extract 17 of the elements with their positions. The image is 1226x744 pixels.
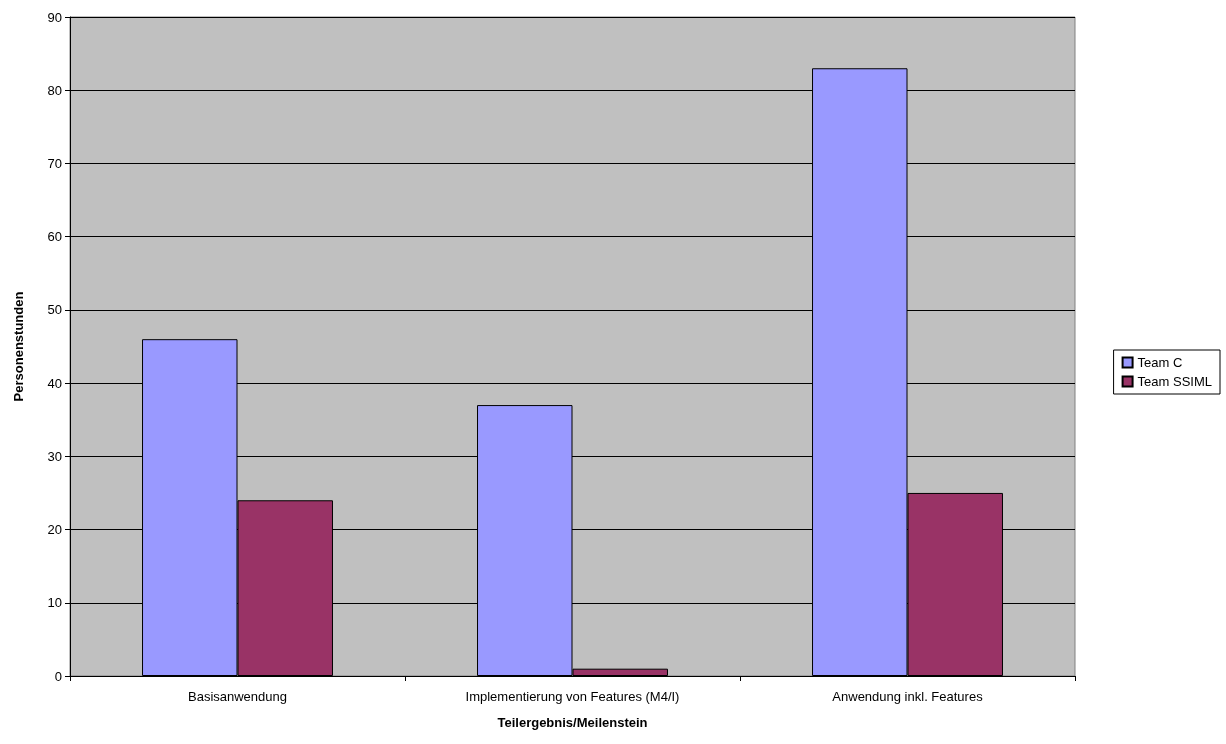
y-tick-label: 50 <box>47 302 62 318</box>
legend-label: Team SSIML <box>1137 374 1213 389</box>
y-axis-title: Personenstunden <box>11 291 26 402</box>
y-tick-label: 0 <box>54 668 62 684</box>
x-tick-label: Implementierung von Features (M4/I) <box>465 689 680 704</box>
y-tick-label: 90 <box>47 9 62 25</box>
y-tick-label: 30 <box>47 448 62 464</box>
x-axis-title: Teilergebnis/Meilenstein <box>497 715 648 730</box>
y-tick-label: 70 <box>47 155 62 171</box>
y-tick-label: 80 <box>47 82 62 98</box>
legend-label: Team C <box>1137 355 1183 370</box>
x-tick-label: Anwendung inkl. Features <box>832 689 984 704</box>
y-tick-label: 40 <box>47 375 62 391</box>
x-tick-label: Basisanwendung <box>187 689 288 704</box>
y-tick-label: 60 <box>47 229 62 245</box>
y-tick-label: 20 <box>47 522 62 538</box>
y-tick-label: 10 <box>47 595 62 611</box>
